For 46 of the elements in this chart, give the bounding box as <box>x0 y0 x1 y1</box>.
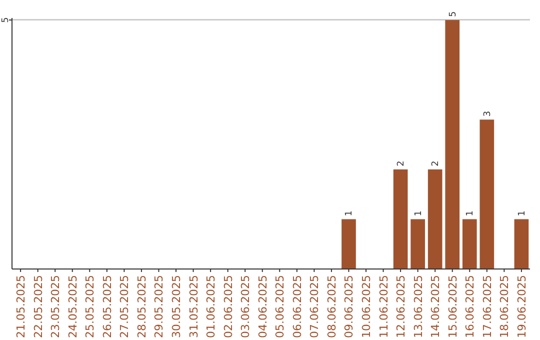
x-tick-label: 12.06.2025 <box>394 275 408 338</box>
bar <box>428 169 442 269</box>
x-tick-label: 26.05.2025 <box>100 275 114 338</box>
bar <box>393 169 408 269</box>
x-tick-label: 07.06.2025 <box>308 275 322 338</box>
x-tick-label: 02.06.2025 <box>222 275 235 338</box>
x-tick-label: 22.05.2025 <box>32 275 45 338</box>
x-tick-label: 06.06.2025 <box>290 275 304 338</box>
x-tick-label: 18.06.2025 <box>498 275 512 338</box>
x-tick-label: 13.06.2025 <box>412 275 425 338</box>
bar <box>410 219 425 269</box>
data-label: 5 <box>448 11 458 17</box>
x-tick-label: 11.06.2025 <box>377 275 390 338</box>
x-tick-label: 28.05.2025 <box>135 275 148 338</box>
data-label: 2 <box>431 160 442 166</box>
x-tick-label: 17.06.2025 <box>480 275 494 338</box>
data-label: 2 <box>396 160 407 166</box>
x-tick-label: 21.05.2025 <box>14 275 28 338</box>
x-tick-label: 19.06.2025 <box>515 275 528 338</box>
x-tick-label: 09.06.2025 <box>342 275 356 338</box>
data-label: 1 <box>344 210 355 216</box>
bar <box>480 120 494 269</box>
bar <box>462 219 477 269</box>
x-tick-label: 16.06.2025 <box>464 275 477 338</box>
data-label: 1 <box>414 210 424 216</box>
data-label: 1 <box>466 210 476 216</box>
x-tick-label: 14.06.2025 <box>429 275 442 338</box>
x-tick-label: 24.05.2025 <box>66 275 80 338</box>
x-tick-label: 08.06.2025 <box>325 275 338 338</box>
x-tick-label: 30.05.2025 <box>170 275 183 338</box>
data-label: 1 <box>517 210 528 216</box>
x-tick-label: 10.06.2025 <box>360 275 373 338</box>
x-tick-label: 05.06.2025 <box>274 275 287 338</box>
bar <box>514 219 529 269</box>
x-tick-label: 04.06.2025 <box>256 275 270 338</box>
bar <box>445 20 460 269</box>
x-tick-label: 03.06.2025 <box>239 275 252 338</box>
x-tick-label: 01.06.2025 <box>204 275 218 338</box>
x-tick-label: 27.05.2025 <box>118 275 132 338</box>
bar <box>342 219 356 269</box>
x-tick-label: 23.05.2025 <box>49 275 62 338</box>
x-tick-label: 31.05.2025 <box>187 275 200 338</box>
x-tick-label: 15.06.2025 <box>446 275 460 338</box>
x-tick-label: 25.05.2025 <box>84 275 97 338</box>
x-tick-label: 29.05.2025 <box>152 275 166 338</box>
data-label: 3 <box>482 110 493 117</box>
